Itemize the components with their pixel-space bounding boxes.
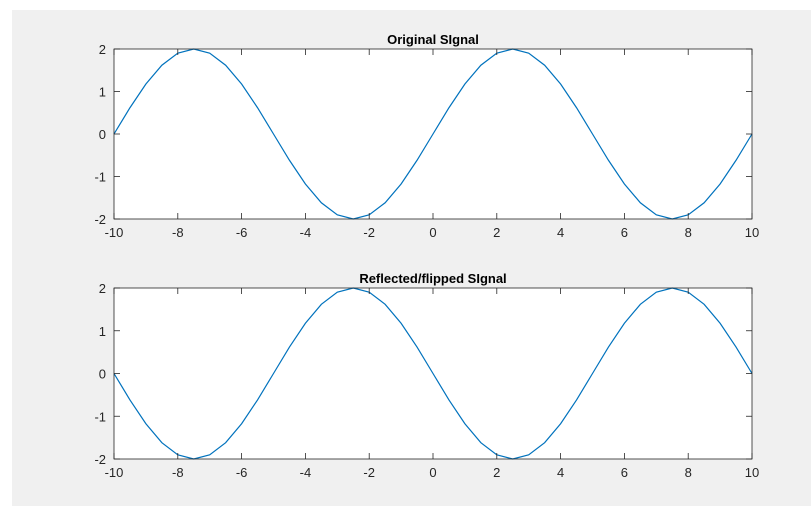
x-tick-label: -10 bbox=[105, 225, 124, 240]
y-tick-label: 2 bbox=[99, 42, 106, 57]
x-tick-label: -8 bbox=[172, 465, 184, 480]
x-tick-label: -2 bbox=[363, 465, 375, 480]
y-tick-label: -2 bbox=[94, 452, 106, 467]
x-tick-label: 2 bbox=[493, 225, 500, 240]
x-tick-label: -6 bbox=[236, 465, 248, 480]
x-tick-label: -2 bbox=[363, 225, 375, 240]
x-tick-label: -10 bbox=[105, 465, 124, 480]
x-tick-label: 8 bbox=[685, 225, 692, 240]
y-tick-label: 1 bbox=[99, 324, 106, 339]
x-tick-label: 0 bbox=[429, 465, 436, 480]
series-line-1 bbox=[113, 48, 753, 220]
x-tick-label: 10 bbox=[745, 465, 759, 480]
subplot-2: -10 -8 -6 -4 -2 0 2 4 6 8 10-2-1012Reflected/flipp… bbox=[94, 271, 759, 480]
y-tick-label: -1 bbox=[94, 409, 106, 424]
x-tick-label: 10 bbox=[745, 225, 759, 240]
y-tick-label: -2 bbox=[94, 212, 106, 227]
x-tick-label: -4 bbox=[300, 225, 312, 240]
chart-title: Reflected/flipped SIgnal bbox=[359, 271, 506, 286]
x-tick-label: 6 bbox=[621, 465, 628, 480]
x-tick-label: 2 bbox=[493, 465, 500, 480]
y-tick-label: 1 bbox=[99, 85, 106, 100]
y-tick-label: 2 bbox=[99, 281, 106, 296]
x-tick-label: 4 bbox=[557, 225, 564, 240]
x-tick-label: 4 bbox=[557, 465, 564, 480]
x-tick-label: -4 bbox=[300, 465, 312, 480]
y-tick-label: 0 bbox=[99, 367, 106, 382]
chart-title: Original SIgnal bbox=[387, 32, 479, 47]
x-tick-label: 0 bbox=[429, 225, 436, 240]
y-tick-label: 0 bbox=[99, 127, 106, 142]
x-tick-label: -6 bbox=[236, 225, 248, 240]
x-tick-label: 8 bbox=[685, 465, 692, 480]
x-tick-label: -8 bbox=[172, 225, 184, 240]
series-line-1 bbox=[113, 287, 753, 460]
x-tick-label: 6 bbox=[621, 225, 628, 240]
y-tick-label: -1 bbox=[94, 170, 106, 185]
